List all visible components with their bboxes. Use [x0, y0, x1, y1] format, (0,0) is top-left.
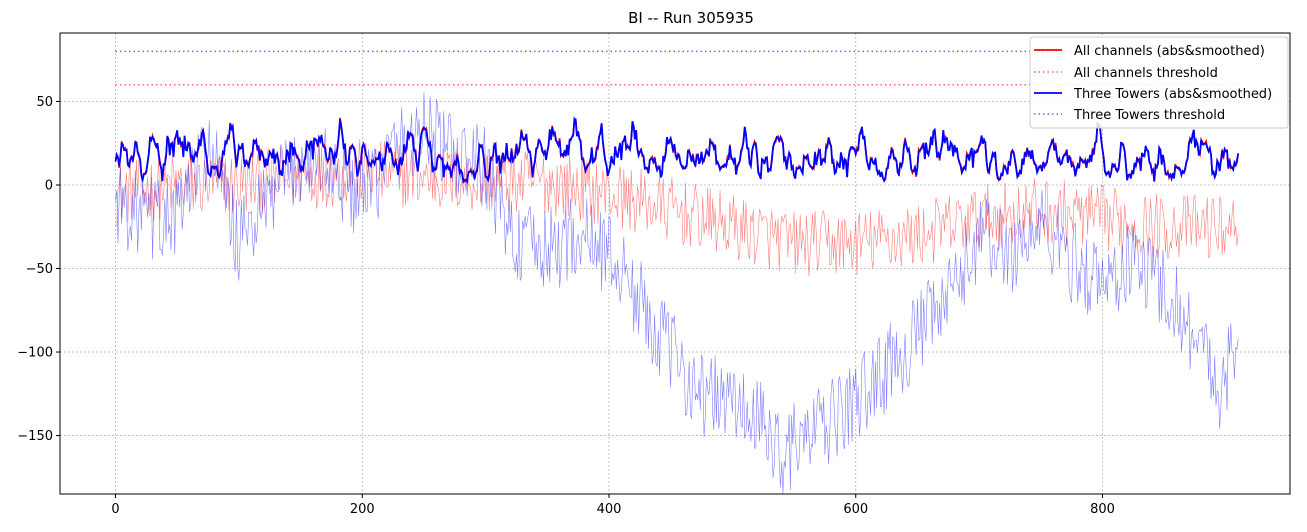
- legend-label-all-channels: All channels (abs&smoothed): [1074, 44, 1265, 59]
- raw-signal-three-towers: [115, 92, 1239, 494]
- y-tick-label: 50: [36, 95, 53, 110]
- x-tick-label: 200: [350, 502, 375, 517]
- x-tick-label: 600: [843, 502, 868, 517]
- legend-label-three-towers: Three Towers (abs&smoothed): [1073, 87, 1272, 102]
- x-tick-label: 400: [597, 502, 622, 517]
- y-tick-label: −50: [26, 262, 53, 277]
- series-line-three-towers: [114, 116, 1240, 185]
- y-tick-label: 0: [45, 178, 53, 193]
- x-tick-label: 800: [1090, 502, 1115, 517]
- x-tick-label: 0: [111, 502, 119, 517]
- y-tick-label: −100: [17, 346, 53, 361]
- legend-label-three-towers-threshold: Three Towers threshold: [1073, 108, 1225, 123]
- chart-title: BI -- Run 305935: [628, 9, 754, 27]
- legend-label-all-channels-threshold: All channels threshold: [1074, 66, 1218, 81]
- y-tick-label: −150: [17, 429, 53, 444]
- series-lines: [114, 50, 1240, 185]
- plot-frame: [59, 32, 1291, 495]
- legend-box: [1029, 36, 1289, 129]
- axes: 0 200 400 600 800 50 0 −50 −100 −150: [17, 95, 1115, 517]
- raw-signals: [115, 92, 1239, 494]
- legend: All channels (abs&smoothed) All channels…: [1029, 36, 1289, 129]
